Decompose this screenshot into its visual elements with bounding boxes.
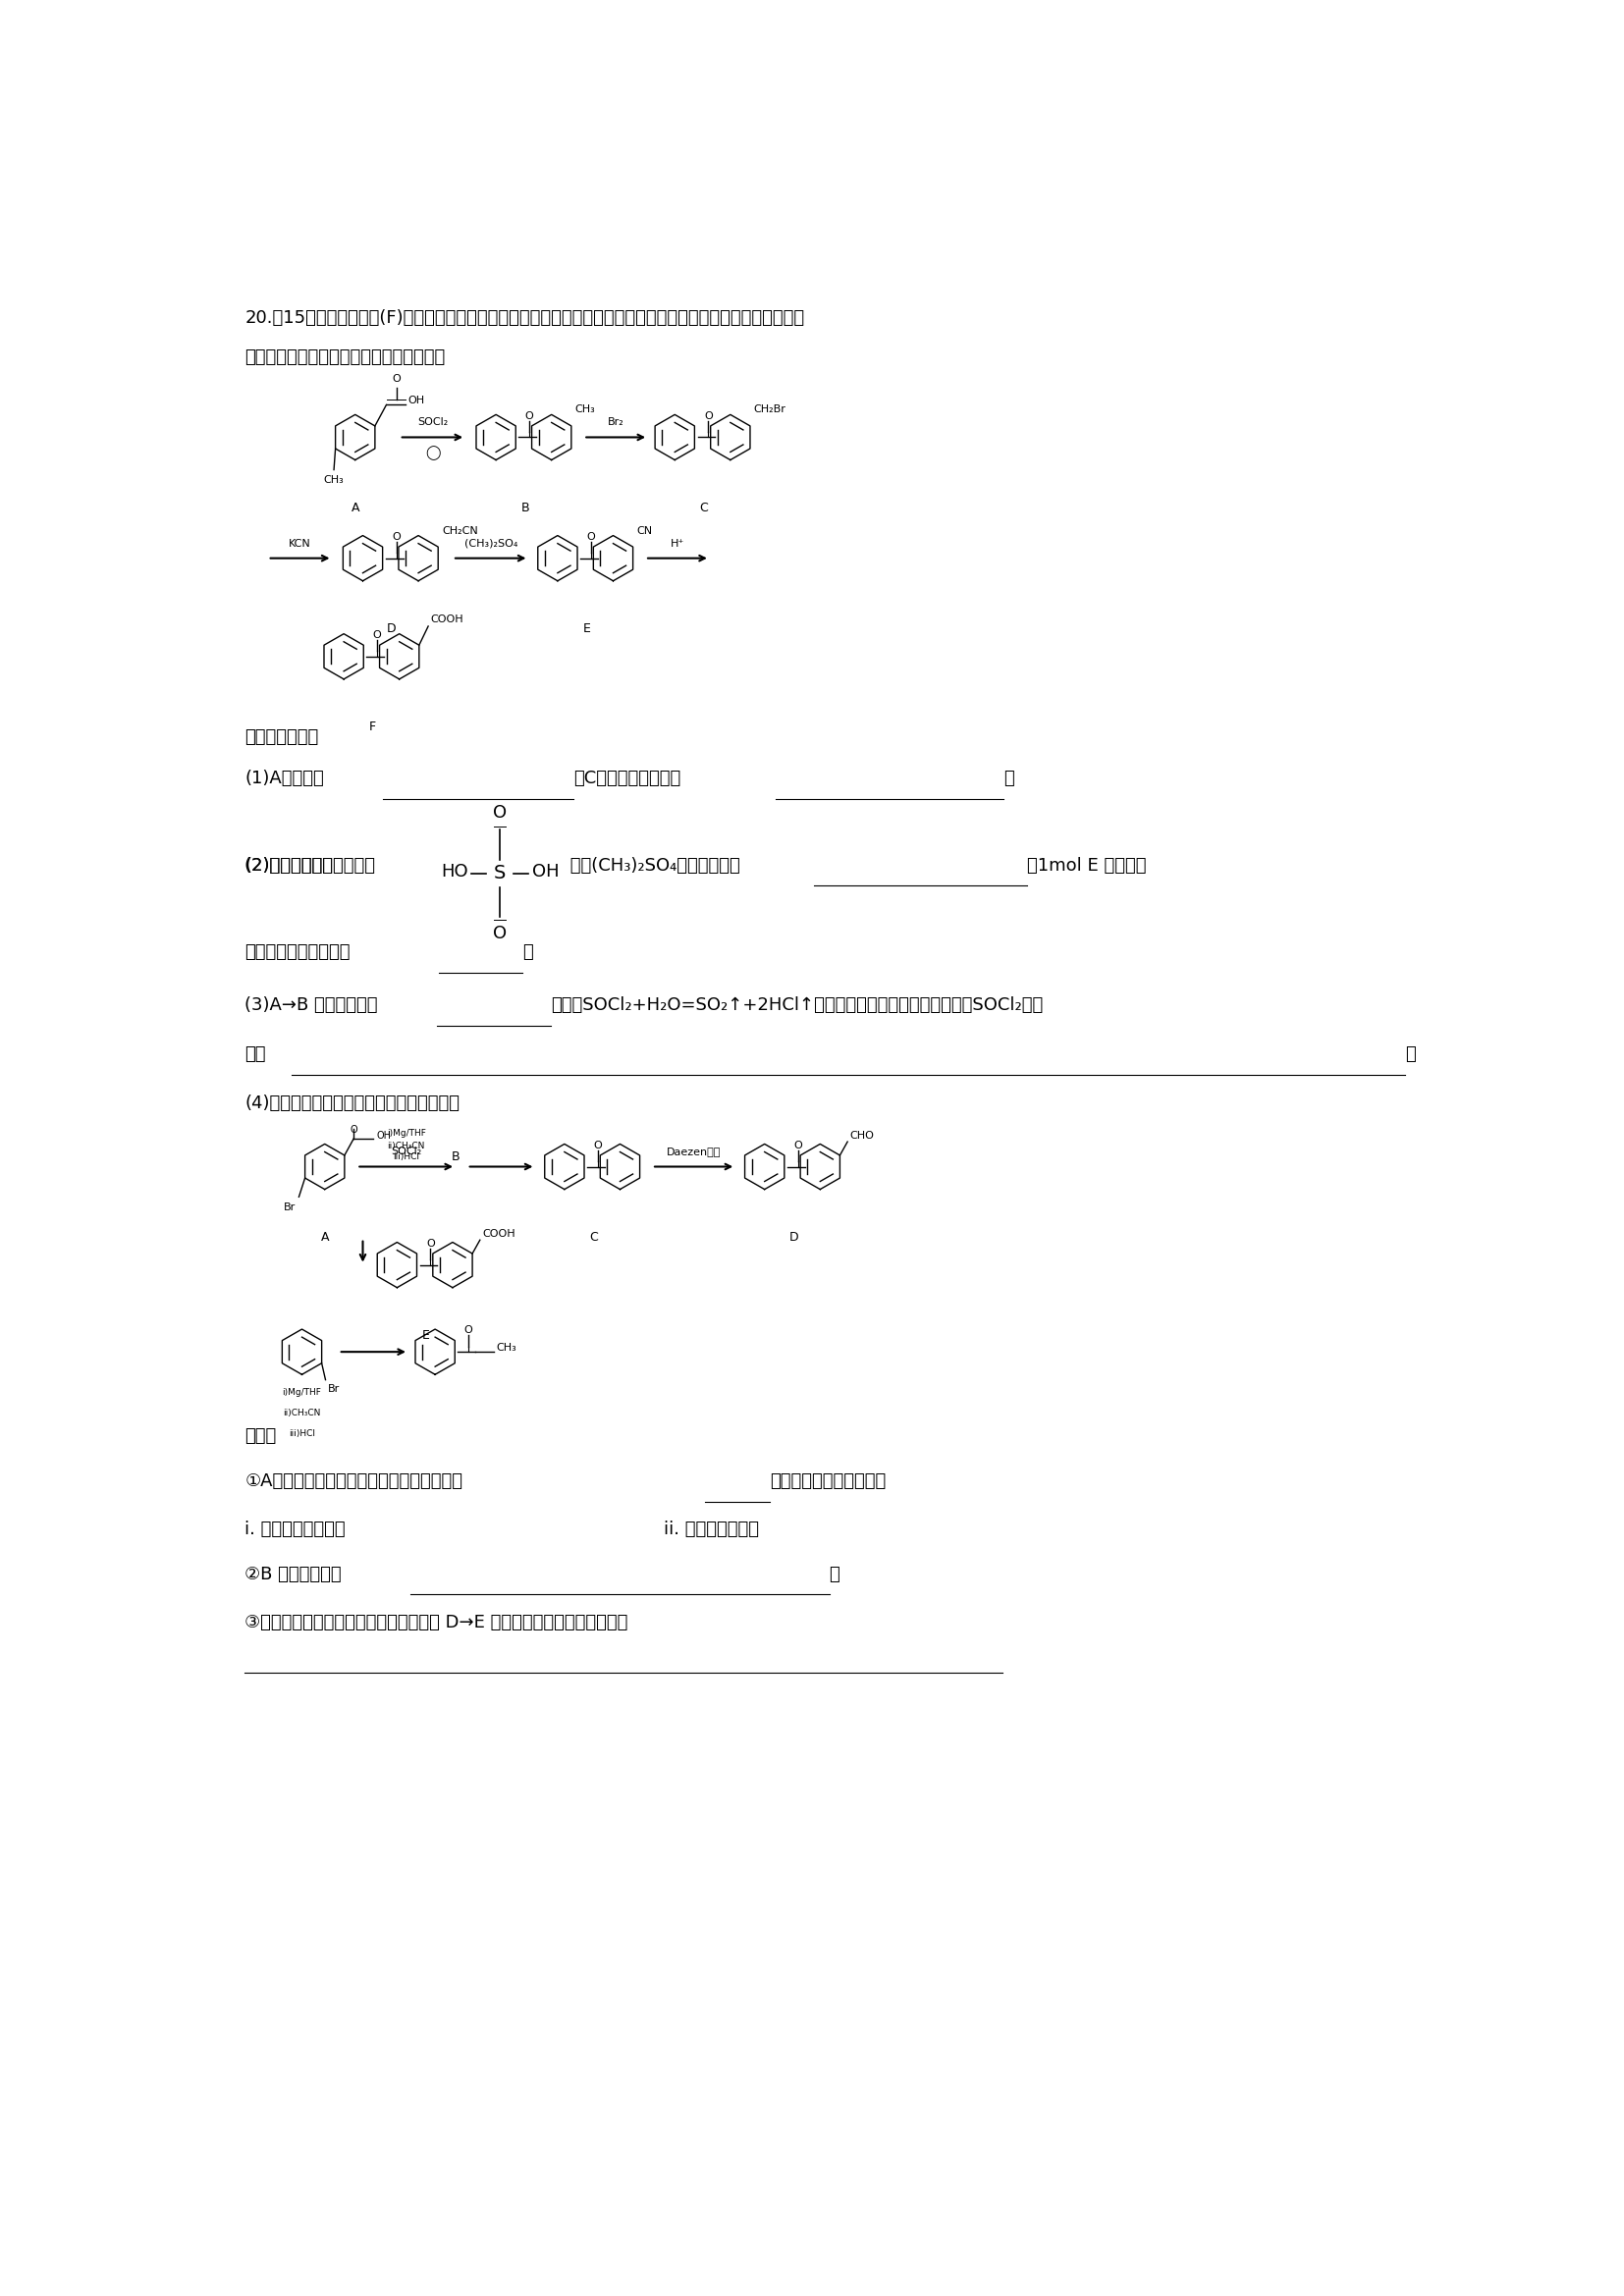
Text: D: D bbox=[387, 622, 396, 636]
Text: 。: 。 bbox=[830, 1566, 840, 1584]
Text: SOCl₂: SOCl₂ bbox=[391, 1148, 422, 1157]
Text: (2)已知硫酸的结: (2)已知硫酸的结 bbox=[245, 856, 333, 875]
Text: 用：: 用： bbox=[245, 1045, 266, 1063]
Text: iii)HCl: iii)HCl bbox=[289, 1428, 315, 1437]
Text: Br: Br bbox=[328, 1384, 339, 1394]
Text: O: O bbox=[349, 1125, 357, 1134]
Text: B: B bbox=[451, 1150, 460, 1162]
Text: HO: HO bbox=[440, 863, 468, 882]
Text: i)Mg/THF: i)Mg/THF bbox=[283, 1389, 322, 1396]
Text: O: O bbox=[391, 374, 401, 383]
Text: SOCl₂: SOCl₂ bbox=[417, 418, 448, 427]
Text: OH: OH bbox=[377, 1130, 391, 1141]
Text: 种（不考虑立体异构）。: 种（不考虑立体异构）。 bbox=[770, 1472, 887, 1490]
Text: 。已知SOCl₂+H₂O=SO₂↑+2HCl↑，从化学反应原理的角度解释加入SOCl₂的作: 。已知SOCl₂+H₂O=SO₂↑+2HCl↑，从化学反应原理的角度解释加入SO… bbox=[551, 996, 1043, 1015]
Text: O: O bbox=[525, 411, 534, 420]
Text: (3)A→B 的反应类型为: (3)A→B 的反应类型为 bbox=[245, 996, 378, 1015]
Text: COOH: COOH bbox=[482, 1228, 515, 1238]
Text: F: F bbox=[369, 721, 377, 732]
Text: CH₂Br: CH₂Br bbox=[754, 404, 786, 416]
Text: 种合成路线，其中一种合成路线如图所示：: 种合成路线，其中一种合成路线如图所示： bbox=[245, 349, 445, 367]
Text: OH: OH bbox=[531, 863, 559, 882]
Text: O: O bbox=[703, 411, 713, 420]
Text: ①A的同分异构体中能同时满足下列条件的有: ①A的同分异构体中能同时满足下列条件的有 bbox=[245, 1472, 463, 1490]
Text: B: B bbox=[521, 501, 529, 514]
Text: O: O bbox=[492, 925, 507, 941]
Text: (2)已知硫酸的结构简式为: (2)已知硫酸的结构简式为 bbox=[245, 856, 382, 875]
Text: CHO: CHO bbox=[849, 1130, 874, 1141]
Text: (4)制备酩基布洛芬的另外一条合成路线为：: (4)制备酩基布洛芬的另外一条合成路线为： bbox=[245, 1095, 460, 1114]
Text: COOH: COOH bbox=[430, 613, 463, 625]
Text: O: O bbox=[425, 1238, 435, 1249]
Text: C: C bbox=[590, 1231, 598, 1244]
Text: ii)CH₃CN: ii)CH₃CN bbox=[388, 1141, 425, 1150]
Text: Br₂: Br₂ bbox=[607, 418, 624, 427]
Text: 20.（15分）酩基布洛芬(F)是一种优良的非甫体抗炎镇痛药物，具有剂量小、疗效高、副作用小等特点。其有很多: 20.（15分）酩基布洛芬(F)是一种优良的非甫体抗炎镇痛药物，具有剂量小、疗效… bbox=[245, 308, 804, 326]
Text: O: O bbox=[464, 1325, 473, 1336]
Text: D: D bbox=[789, 1231, 799, 1244]
Text: ；C中的官能团名称为: ；C中的官能团名称为 bbox=[573, 769, 680, 788]
Text: Daezen反应: Daezen反应 bbox=[666, 1148, 721, 1157]
Text: KCN: KCN bbox=[289, 540, 312, 549]
Text: CN: CN bbox=[637, 526, 653, 535]
Text: ，则(CH₃)₂SO₄的结构简式为: ，则(CH₃)₂SO₄的结构简式为 bbox=[565, 856, 741, 875]
Text: E: E bbox=[583, 622, 591, 636]
Text: ③写出实验使用新制氢氧化铜悬浦液完成 D→E 的第一步反应的化学方程式：: ③写出实验使用新制氢氧化铜悬浦液完成 D→E 的第一步反应的化学方程式： bbox=[245, 1614, 628, 1632]
Text: 已知：: 已知： bbox=[245, 1428, 276, 1444]
Text: i)Mg/THF: i)Mg/THF bbox=[387, 1130, 425, 1139]
Text: ；1mol E 分子中含: ；1mol E 分子中含 bbox=[1026, 856, 1147, 875]
Text: H⁺: H⁺ bbox=[671, 540, 684, 549]
Text: Br: Br bbox=[284, 1203, 296, 1212]
Text: 回答下列问题：: 回答下列问题： bbox=[245, 728, 318, 746]
Text: CH₃: CH₃ bbox=[323, 475, 344, 484]
Text: ii)CH₃CN: ii)CH₃CN bbox=[283, 1407, 322, 1417]
Text: i. 遇氯化铁溶液显色: i. 遇氯化铁溶液显色 bbox=[245, 1520, 346, 1538]
Text: 。: 。 bbox=[1004, 769, 1013, 788]
Text: O: O bbox=[374, 629, 382, 641]
Text: O: O bbox=[492, 804, 507, 822]
Text: O: O bbox=[594, 1141, 603, 1150]
Text: ◯: ◯ bbox=[425, 445, 440, 461]
Text: A: A bbox=[320, 1231, 330, 1244]
Text: O: O bbox=[391, 533, 401, 542]
Text: 有的手性碳原子个数为: 有的手性碳原子个数为 bbox=[245, 944, 351, 962]
Text: E: E bbox=[422, 1329, 430, 1341]
Text: O: O bbox=[586, 533, 596, 542]
Text: iii)HCl: iii)HCl bbox=[393, 1153, 419, 1162]
Text: (1)A的名称为: (1)A的名称为 bbox=[245, 769, 325, 788]
Text: OH: OH bbox=[408, 397, 424, 406]
Text: CH₃: CH₃ bbox=[575, 404, 596, 416]
Text: 。: 。 bbox=[523, 944, 533, 962]
Text: 。: 。 bbox=[1405, 1045, 1416, 1063]
Text: CH₂CN: CH₂CN bbox=[442, 526, 477, 535]
Text: C: C bbox=[700, 501, 708, 514]
Text: S: S bbox=[494, 863, 505, 882]
Text: CH₃: CH₃ bbox=[495, 1343, 516, 1352]
Text: ②B 的结构简式为: ②B 的结构简式为 bbox=[245, 1566, 341, 1584]
Text: (CH₃)₂SO₄: (CH₃)₂SO₄ bbox=[464, 540, 518, 549]
Text: O: O bbox=[794, 1141, 802, 1150]
Text: ii. 能发生銀镜反应: ii. 能发生銀镜反应 bbox=[663, 1520, 758, 1538]
Text: A: A bbox=[351, 501, 359, 514]
